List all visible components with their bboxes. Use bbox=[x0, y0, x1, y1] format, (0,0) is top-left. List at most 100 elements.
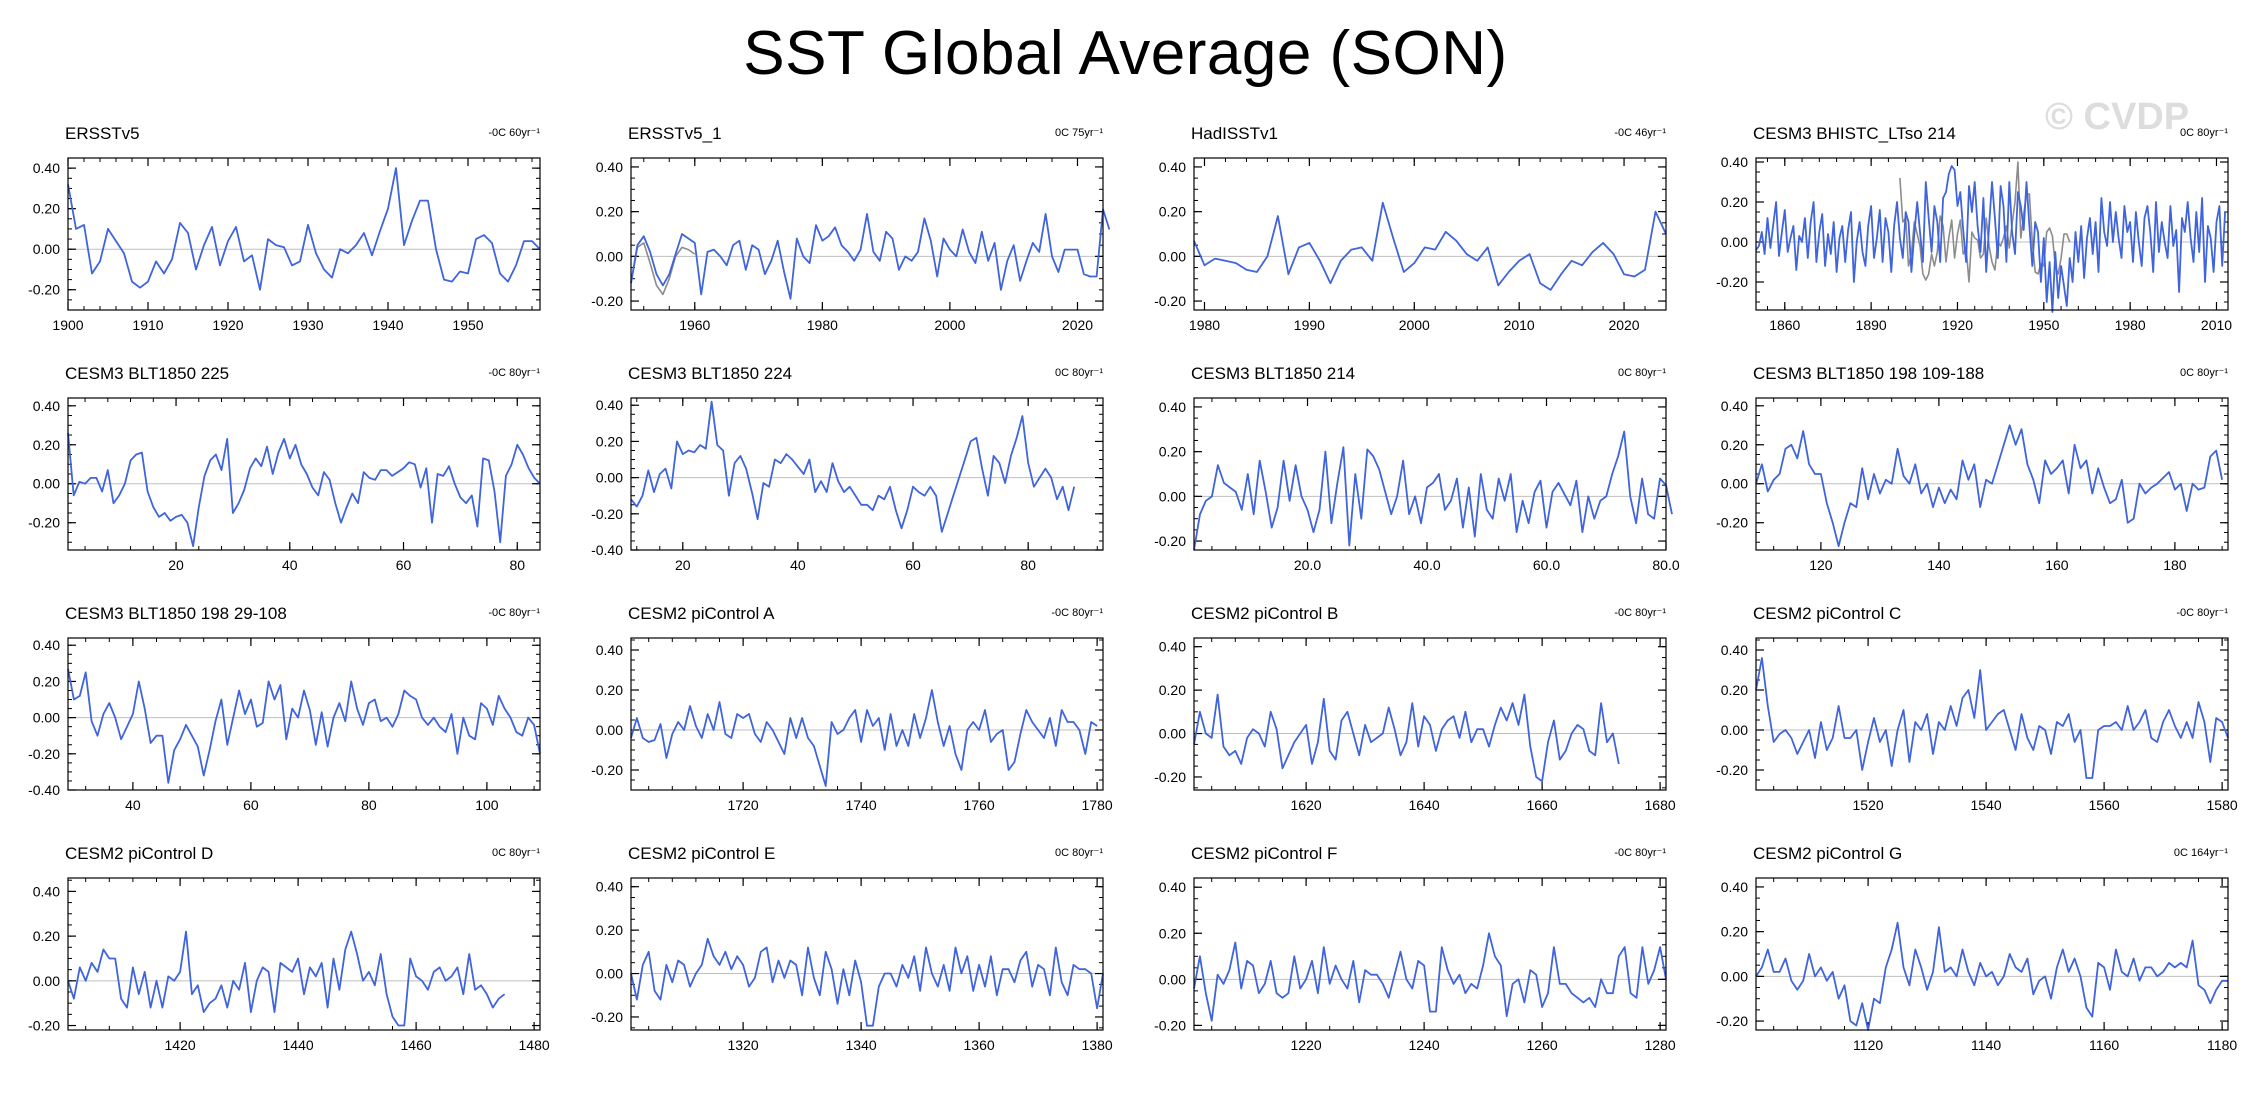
reference-series-line bbox=[630, 242, 696, 296]
x-tick-label: 80 bbox=[361, 797, 377, 813]
plot-frame bbox=[1193, 397, 1667, 551]
panel-title: CESM2 piControl D bbox=[65, 844, 214, 863]
panel-trend-label: 0C 80yr⁻¹ bbox=[1055, 847, 1103, 859]
panel-title: CESM2 piControl B bbox=[1191, 604, 1339, 623]
y-tick-label: 0.00 bbox=[1721, 968, 1748, 984]
panel-trend-label: -0C 46yr⁻¹ bbox=[1614, 127, 1666, 139]
chart-panel: CESM3 BLT1850 225 -0C 80yr⁻¹ -0.20 0.00 0.20… bbox=[0, 358, 560, 588]
plot-frame bbox=[1193, 637, 1667, 791]
y-tick-label: 0.00 bbox=[1159, 726, 1186, 742]
chart-panel: CESM3 BLT1850 214 0C 80yr⁻¹ -0.20 0.00 0.20 0… bbox=[1126, 358, 1686, 588]
x-tick-label: 80 bbox=[509, 557, 525, 573]
chart-panel: CESM3 BHISTC_LTso 214 0C 80yr⁻¹ -0.20 0.00 0… bbox=[1688, 118, 2248, 348]
y-tick-label: 0.40 bbox=[1721, 879, 1748, 895]
chart-svg: -0.20 0.00 0.20 0.40 1620 1640 1660 1680 bbox=[1154, 637, 1676, 813]
data-series-line bbox=[630, 689, 1098, 787]
x-tick-label: 1460 bbox=[401, 1037, 432, 1053]
figure-title: SST Global Average (SON) bbox=[743, 19, 1508, 88]
y-tick-label: 0.00 bbox=[33, 973, 60, 989]
x-tick-label: 20 bbox=[675, 557, 691, 573]
y-tick-label: 0.40 bbox=[33, 398, 60, 414]
chart-panel: CESM2 piControl B -0C 80yr⁻¹ -0.20 0.00 0.20… bbox=[1126, 598, 1686, 828]
y-tick-label: 0.20 bbox=[596, 433, 623, 449]
y-tick-label: -0.20 bbox=[1154, 533, 1186, 549]
y-tick-label: -0.20 bbox=[1154, 293, 1186, 309]
plot-frame bbox=[630, 157, 1104, 311]
x-tick-label: 1540 bbox=[1971, 797, 2002, 813]
y-tick-label: 0.20 bbox=[596, 922, 623, 938]
y-tick-label: 0.40 bbox=[33, 883, 60, 899]
chart-svg: -0.20 0.00 0.20 0.40 1520 1540 1560 1580 bbox=[1716, 637, 2238, 813]
x-tick-label: 60 bbox=[243, 797, 259, 813]
y-tick-label: 0.40 bbox=[1721, 154, 1748, 170]
x-tick-label: 120 bbox=[1809, 557, 1833, 573]
y-tick-label: 0.20 bbox=[1159, 204, 1186, 220]
y-tick-label: -0.20 bbox=[1716, 515, 1748, 531]
data-series-line bbox=[1755, 424, 2223, 548]
chart-svg: -0.20 0.00 0.20 0.40 1720 1740 1760 1780 bbox=[591, 637, 1113, 813]
y-tick-label: 0.40 bbox=[33, 160, 60, 176]
x-tick-label: 1260 bbox=[1527, 1037, 1558, 1053]
y-tick-label: -0.40 bbox=[28, 782, 60, 798]
y-tick-label: -0.20 bbox=[591, 293, 623, 309]
chart-panel: CESM3 BLT1850 224 0C 80yr⁻¹ -0.40 -0.20 0.00… bbox=[563, 358, 1123, 588]
panel-title: CESM3 BLT1850 198 29-108 bbox=[65, 604, 287, 623]
y-tick-label: 0.20 bbox=[33, 437, 60, 453]
plot-frame bbox=[67, 157, 541, 311]
x-tick-label: 1740 bbox=[846, 797, 877, 813]
chart-svg: -0.20 0.00 0.20 0.40 20 40 60 80 bbox=[28, 397, 541, 573]
x-tick-label: 1680 bbox=[1645, 797, 1676, 813]
y-tick-label: 0.40 bbox=[1159, 879, 1186, 895]
data-series-line bbox=[1193, 693, 1620, 783]
y-tick-label: 0.00 bbox=[596, 966, 623, 982]
x-tick-label: 2000 bbox=[1399, 317, 1430, 333]
chart-svg: -0.40 -0.20 0.00 0.20 0.40 20 40 60 80 bbox=[591, 397, 1104, 573]
data-series-line bbox=[1193, 201, 1667, 291]
chart-panel: ERSSTv5 -0C 60yr⁻¹ -0.20 0.00 0.20 0.40 1900 19… bbox=[0, 118, 560, 348]
x-tick-label: 1240 bbox=[1409, 1037, 1440, 1053]
chart-svg: -0.20 0.00 0.20 0.40 1420 1440 1460 1480 bbox=[28, 877, 550, 1053]
y-tick-label: 0.40 bbox=[1721, 642, 1748, 658]
chart-panel: CESM3 BLT1850 198 109-188 0C 80yr⁻¹ -0.20 0… bbox=[1688, 358, 2248, 588]
panel-trend-label: 0C 80yr⁻¹ bbox=[1055, 367, 1103, 379]
x-tick-label: 1980 bbox=[807, 317, 838, 333]
x-tick-label: 1160 bbox=[2089, 1037, 2119, 1053]
y-tick-label: -0.20 bbox=[28, 282, 60, 298]
x-tick-label: 20.0 bbox=[1294, 557, 1321, 573]
y-tick-label: 0.20 bbox=[33, 673, 60, 689]
plot-frame bbox=[1193, 877, 1667, 1031]
x-tick-label: 100 bbox=[475, 797, 499, 813]
y-tick-label: 0.20 bbox=[1159, 925, 1186, 941]
y-tick-label: 0.20 bbox=[1721, 682, 1748, 698]
chart-panel: CESM2 piControl E 0C 80yr⁻¹ -0.20 0.00 0.20 0… bbox=[563, 838, 1123, 1068]
data-series-line bbox=[1755, 657, 2229, 779]
x-tick-label: 1890 bbox=[1856, 317, 1887, 333]
panel-trend-label: 0C 75yr⁻¹ bbox=[1055, 127, 1103, 139]
x-tick-label: 1360 bbox=[964, 1037, 995, 1053]
chart-panel: CESM2 piControl F -0C 80yr⁻¹ -0.20 0.00 0.20… bbox=[1126, 838, 1686, 1068]
x-tick-label: 1940 bbox=[372, 317, 403, 333]
data-series-line bbox=[1193, 932, 1667, 1022]
y-tick-label: 0.00 bbox=[1721, 722, 1748, 738]
panel-title: ERSSTv5_1 bbox=[628, 124, 722, 143]
x-tick-label: 1980 bbox=[1189, 317, 1220, 333]
x-tick-label: 1990 bbox=[1294, 317, 1325, 333]
chart-svg: -0.20 0.00 0.20 0.40 1320 1340 1360 1380 bbox=[591, 877, 1113, 1053]
x-tick-label: 2020 bbox=[1062, 317, 1093, 333]
y-tick-label: 0.00 bbox=[1159, 488, 1186, 504]
x-tick-label: 1620 bbox=[1291, 797, 1322, 813]
y-tick-label: 0.00 bbox=[596, 248, 623, 264]
x-tick-label: 1950 bbox=[452, 317, 483, 333]
y-tick-label: 0.40 bbox=[596, 159, 623, 175]
x-tick-label: 1380 bbox=[1082, 1037, 1113, 1053]
panel-trend-label: -0C 80yr⁻¹ bbox=[488, 367, 540, 379]
plot-frame bbox=[1193, 157, 1667, 311]
panel-title: CESM2 piControl G bbox=[1753, 844, 1903, 863]
y-tick-label: 0.00 bbox=[1721, 234, 1748, 250]
x-tick-label: 1720 bbox=[728, 797, 759, 813]
panel-trend-label: 0C 80yr⁻¹ bbox=[492, 847, 540, 859]
plot-frame bbox=[67, 637, 541, 791]
chart-svg: -0.20 0.00 0.20 0.40 20.0 40.0 60.0 80.0 bbox=[1154, 397, 1680, 573]
chart-svg: -0.20 0.00 0.20 0.40 1120 1140 1160 1180 bbox=[1716, 877, 2237, 1053]
y-tick-label: 0.40 bbox=[596, 397, 623, 413]
